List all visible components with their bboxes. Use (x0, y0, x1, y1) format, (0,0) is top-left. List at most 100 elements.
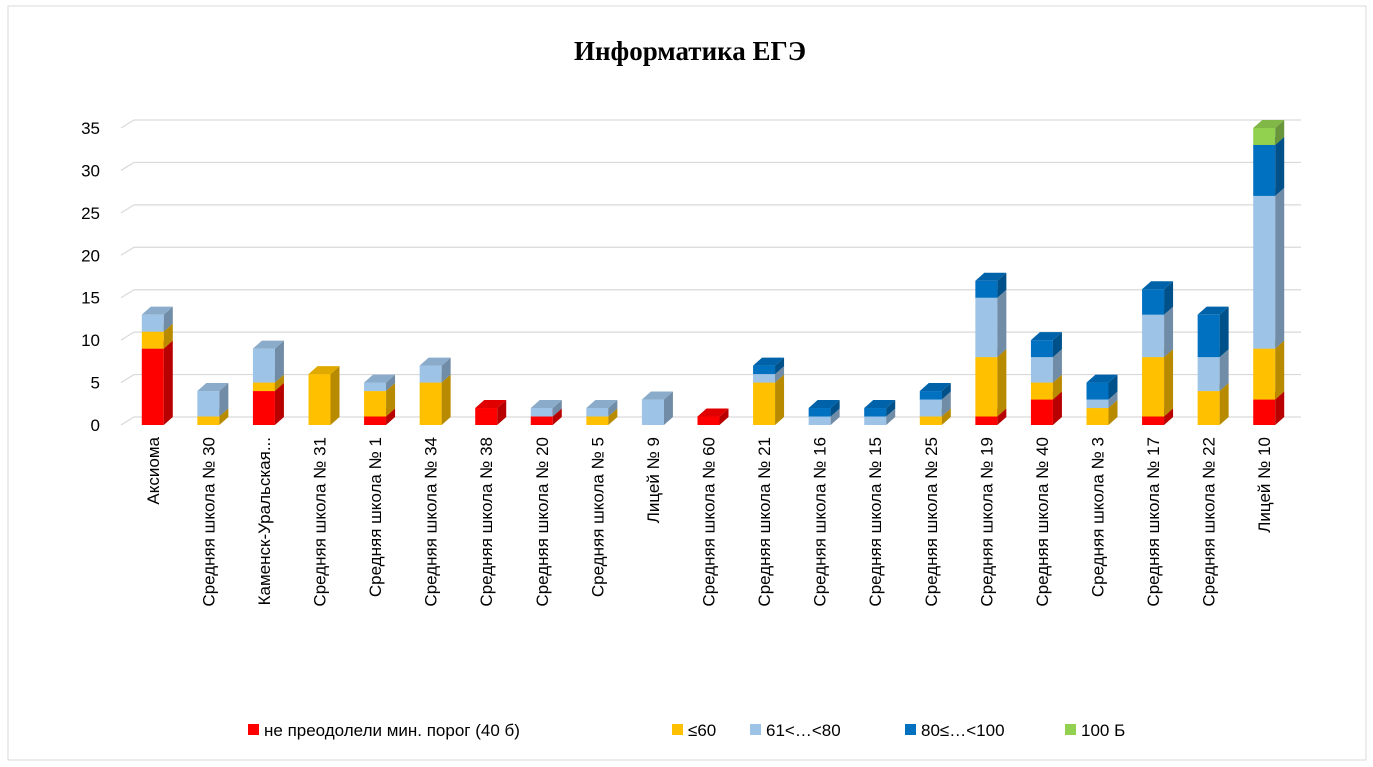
bar-front (1253, 144, 1276, 196)
bar-front (1197, 357, 1220, 392)
bar-segment (1253, 136, 1285, 196)
x-tick-label: Каменск-Уральская... (255, 437, 274, 605)
bar-front (1086, 408, 1109, 425)
x-tick-label: Средняя школа № 20 (533, 437, 552, 607)
bar-top (697, 408, 729, 417)
bar-top (141, 306, 173, 315)
bar-side (1164, 408, 1174, 425)
bar-top (419, 357, 451, 366)
bar-side (1275, 187, 1285, 349)
grid-line (120, 373, 1301, 384)
x-tick-label: Средняя школа № 21 (755, 437, 774, 607)
legend-label: ≤60 (688, 721, 716, 740)
bar-side (441, 357, 451, 383)
y-tick-label: 35 (81, 119, 100, 138)
x-tick-label: Лицей № 10 (1255, 437, 1274, 533)
bar-side (1275, 136, 1285, 196)
legend-label: 61<…<80 (766, 721, 841, 740)
bar-segment (364, 374, 396, 392)
bar-front (753, 365, 776, 375)
bar-side (1052, 391, 1062, 425)
x-tick-label: Средняя школа № 30 (199, 437, 218, 607)
bar-front (1197, 314, 1220, 358)
bar-side (163, 306, 173, 332)
bar-side (163, 340, 173, 425)
bar-front (252, 348, 275, 383)
bar-side (552, 408, 562, 425)
grid-line (120, 331, 1301, 341)
x-tick-label: Средняя школа № 3 (1089, 437, 1108, 597)
bar-front (1253, 128, 1276, 145)
bar-side (1108, 400, 1118, 425)
bar-front (919, 399, 942, 417)
x-tick-label: Средняя школа № 38 (477, 437, 496, 607)
bar-front (530, 416, 553, 425)
bar-segment (475, 400, 507, 425)
bar-segment (808, 400, 840, 417)
bar-segment (586, 400, 618, 417)
x-tick-label: Аксиома (144, 436, 163, 504)
bar-side (386, 374, 396, 392)
bar-front (1030, 382, 1053, 400)
legend-swatch (750, 724, 761, 735)
bar-side (830, 408, 840, 425)
bar-front (1253, 348, 1276, 400)
bar-segment (864, 400, 896, 417)
bar-front (141, 348, 164, 425)
bar-side (219, 383, 229, 417)
bar-front (141, 314, 164, 332)
bar-front (919, 391, 942, 400)
y-tick-label: 0 (91, 416, 100, 435)
x-tick-label: Средняя школа № 60 (700, 437, 719, 607)
y-tick-label: 10 (81, 331, 100, 350)
chart-title: Информатика ЕГЭ (574, 36, 806, 66)
bar-segment (141, 340, 173, 425)
bar-top (364, 374, 396, 383)
bar-side (775, 374, 785, 425)
bar-side (1052, 332, 1062, 358)
bar-front (1030, 340, 1053, 358)
bar-top (252, 340, 284, 349)
y-tick-label: 15 (81, 289, 100, 308)
bar-side (330, 366, 340, 425)
x-tick-label: Средняя школа № 25 (922, 437, 941, 607)
grid-line (120, 119, 1301, 129)
bar-segment (1142, 349, 1174, 417)
bar-segment (1253, 120, 1285, 145)
legend-swatch (1065, 724, 1076, 735)
bar-side (719, 408, 729, 425)
bar-front (1030, 357, 1053, 383)
bar-segment (1253, 340, 1285, 400)
bar-top (753, 357, 785, 366)
x-tick-label: Средняя школа № 16 (811, 437, 830, 607)
bar-side (497, 400, 507, 425)
bar-top (975, 272, 1007, 281)
bar-segment (919, 383, 951, 400)
y-tick-label: 30 (81, 161, 100, 180)
bar-top (808, 400, 840, 409)
bar-segment (1030, 332, 1062, 358)
bar-front (919, 416, 942, 425)
bar-side (274, 374, 284, 392)
bar-front (975, 416, 998, 425)
bar-side (775, 357, 785, 375)
bar-front (808, 408, 831, 417)
x-tick-label: Средняя школа № 31 (311, 437, 330, 607)
bar-top (586, 400, 618, 409)
bar-top (530, 400, 562, 409)
grid-line (120, 204, 1301, 214)
bar-front (530, 408, 553, 417)
bar-side (608, 408, 618, 425)
bar-side (1219, 349, 1229, 392)
x-tick-label: Средняя школа № 15 (866, 437, 885, 607)
x-tick-label: Средняя школа № 1 (366, 437, 385, 597)
bar-top (475, 400, 507, 409)
legend-label: 80≤…<100 (921, 721, 1005, 740)
bar-side (886, 408, 896, 425)
x-tick-label: Средняя школа № 5 (588, 437, 607, 597)
bar-front (252, 382, 275, 392)
bar-side (830, 400, 840, 417)
bar-segment (697, 408, 729, 425)
